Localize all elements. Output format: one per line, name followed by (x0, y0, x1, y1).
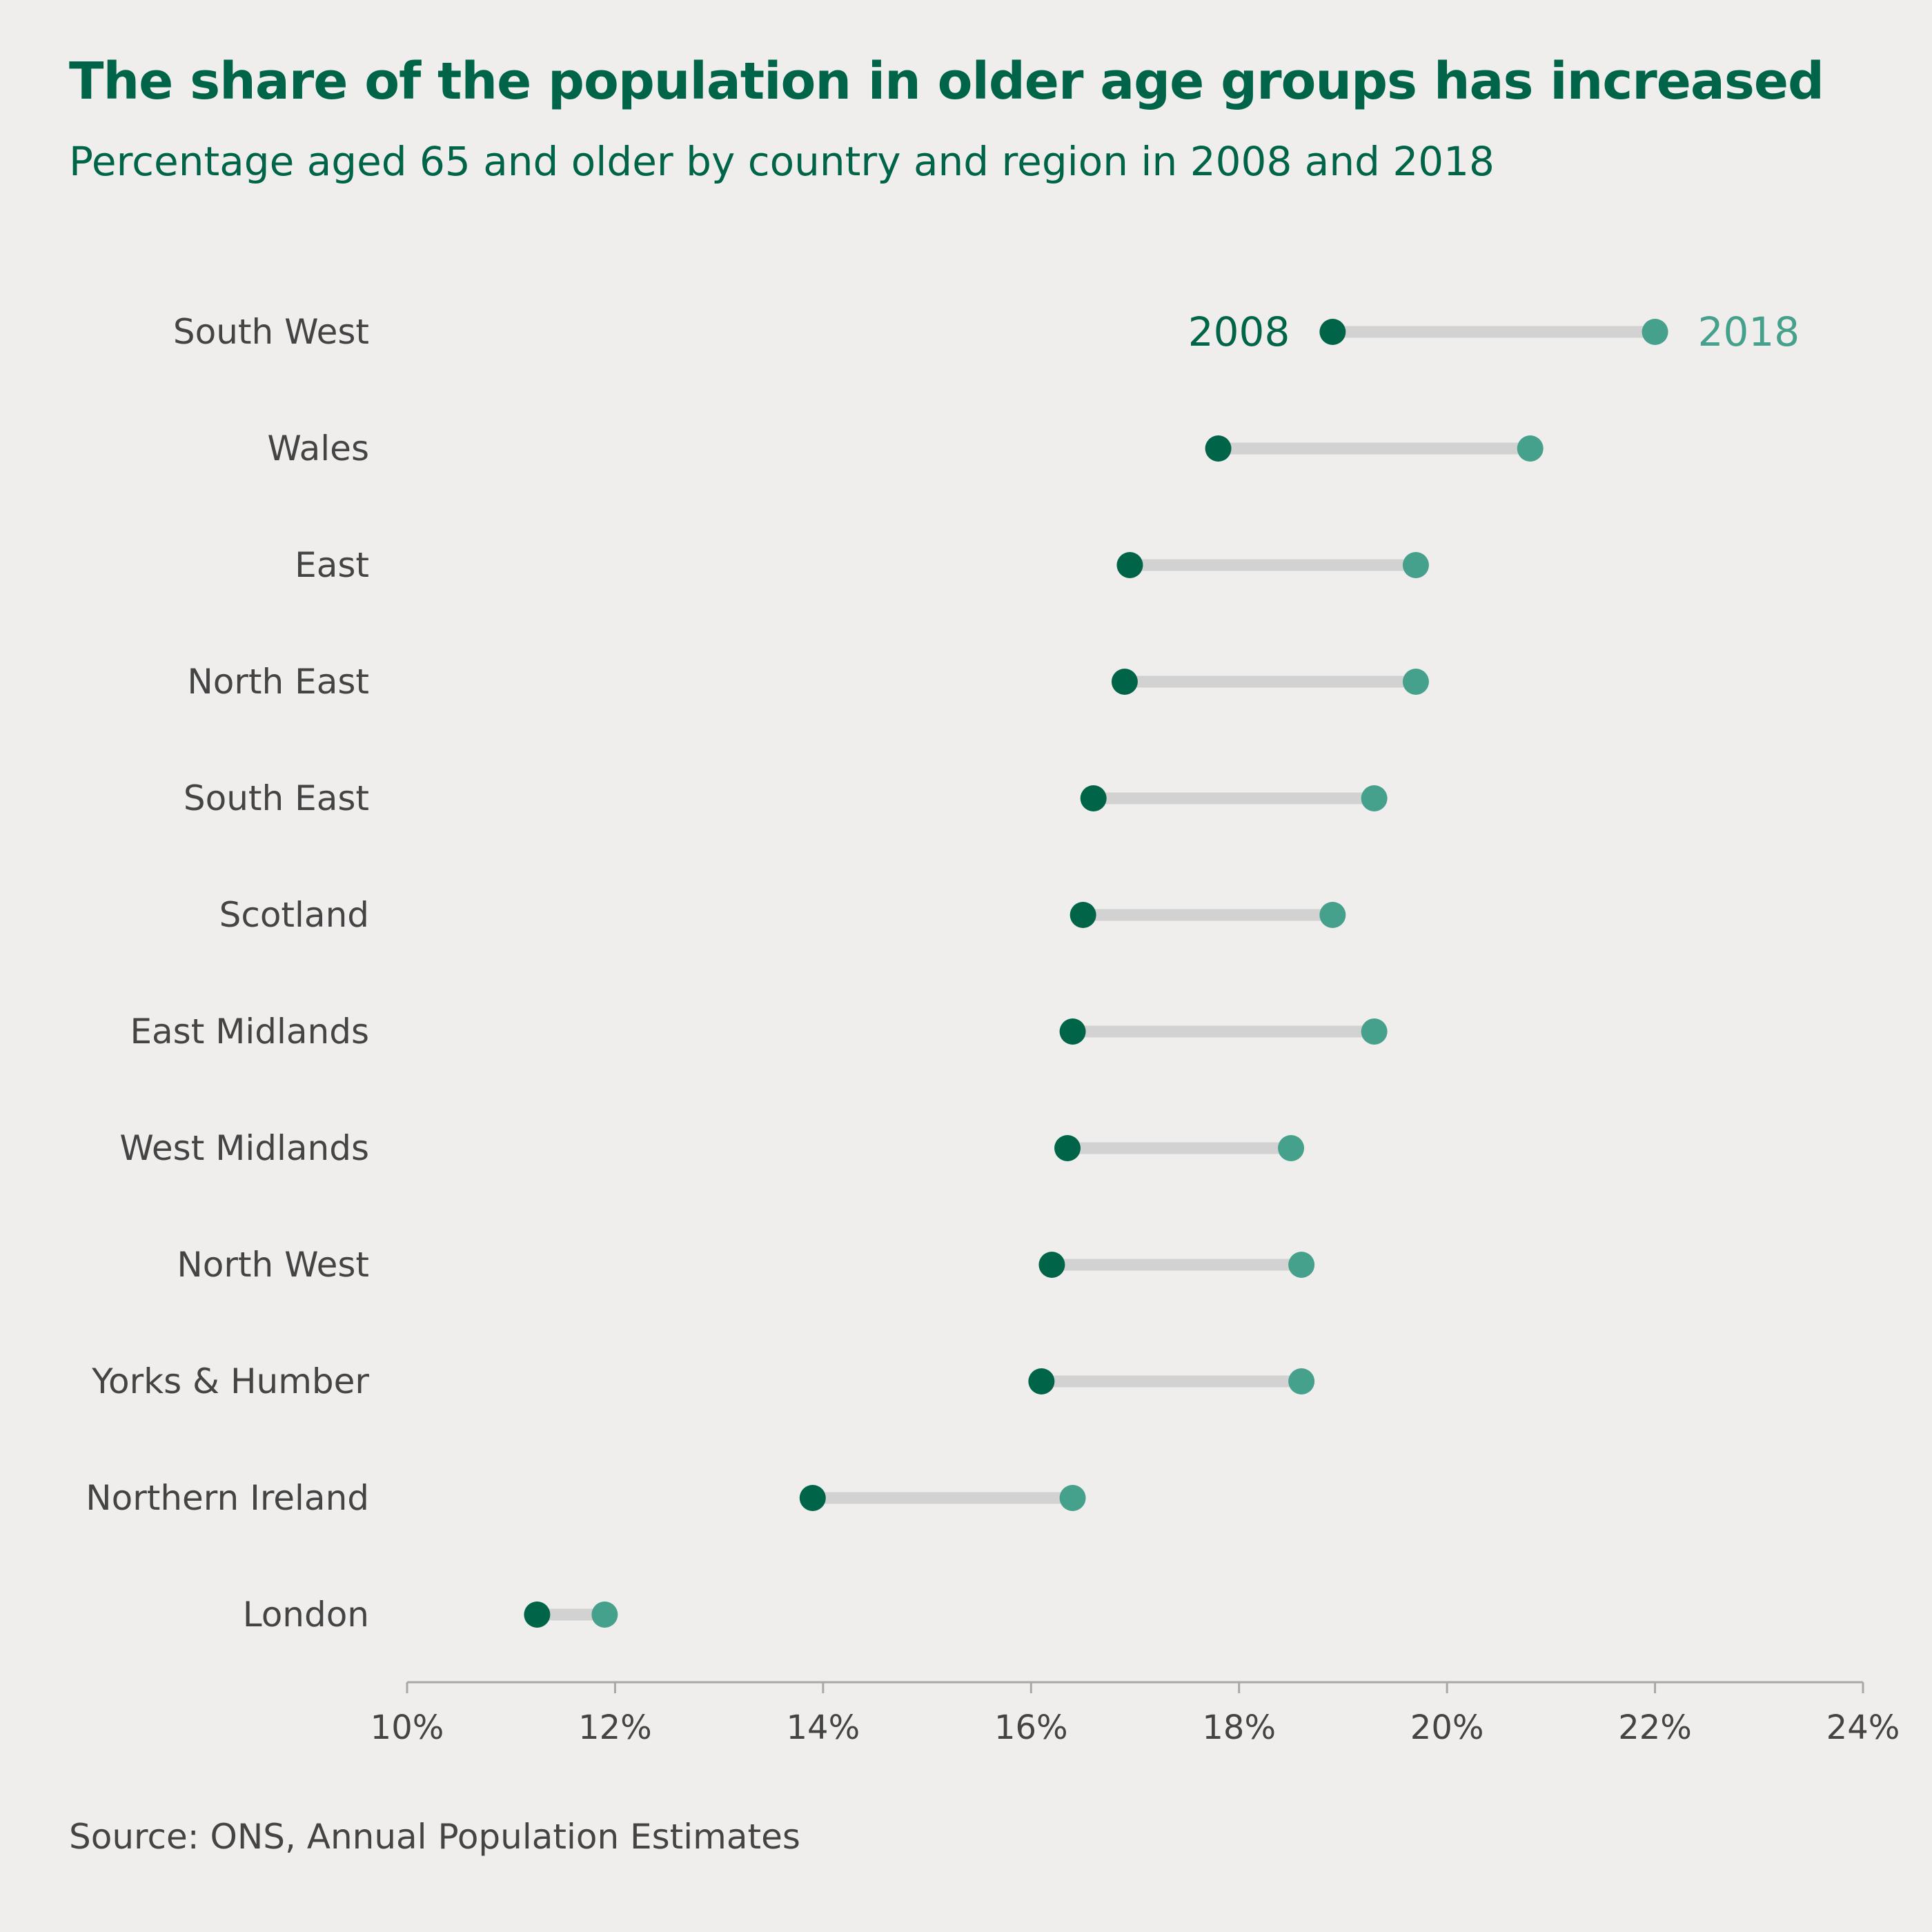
category-label: West Midlands (119, 1128, 369, 1168)
point-2018 (1517, 435, 1544, 462)
point-2018 (1319, 902, 1346, 928)
category-label: Wales (267, 428, 369, 469)
x-tick-label: 12% (578, 1708, 652, 1747)
point-2018 (1278, 1135, 1305, 1161)
x-tick-label: 24% (1826, 1708, 1900, 1747)
point-2018 (1288, 1252, 1315, 1278)
point-2008 (1080, 785, 1107, 811)
category-label: Yorks & Humber (91, 1361, 369, 1401)
point-2018 (1288, 1368, 1315, 1394)
point-2018 (1059, 1485, 1086, 1511)
x-tick-label: 16% (994, 1708, 1068, 1747)
category-label: North West (177, 1245, 369, 1285)
x-tick-label: 22% (1618, 1708, 1692, 1747)
x-tick-label: 18% (1202, 1708, 1276, 1747)
category-label: North East (187, 662, 369, 702)
point-2008 (1038, 1252, 1065, 1278)
point-2008 (1116, 552, 1143, 578)
chart-subtitle: Percentage aged 65 and older by country … (69, 138, 1495, 185)
point-2008 (1059, 1018, 1086, 1045)
point-2008 (524, 1601, 551, 1628)
chart-title: The share of the population in older age… (69, 52, 1824, 111)
point-2008 (1028, 1368, 1055, 1394)
category-label: East Midlands (130, 1012, 369, 1052)
point-2008 (1070, 902, 1096, 928)
category-label: Scotland (219, 895, 369, 935)
point-2008 (799, 1485, 826, 1511)
point-2018 (591, 1601, 618, 1628)
point-2018 (1361, 785, 1388, 811)
point-2008 (1205, 435, 1232, 462)
point-2018 (1402, 669, 1429, 695)
category-label: South West (173, 312, 369, 352)
x-tick-label: 10% (371, 1708, 444, 1747)
point-2008 (1111, 669, 1138, 695)
category-label: South East (184, 778, 369, 818)
series-label-2008: 2008 (1188, 308, 1290, 355)
category-label: East (295, 545, 369, 585)
point-2008 (1319, 319, 1346, 345)
point-2008 (1054, 1135, 1081, 1161)
point-2018 (1361, 1018, 1388, 1045)
x-tick-label: 14% (787, 1708, 860, 1747)
point-2018 (1642, 319, 1668, 345)
category-label: London (243, 1595, 369, 1635)
point-2018 (1402, 552, 1429, 578)
x-tick-label: 20% (1410, 1708, 1484, 1747)
category-label: Northern Ireland (86, 1478, 369, 1518)
source-note: Source: ONS, Annual Population Estimates (69, 1817, 800, 1857)
series-label-2018: 2018 (1698, 308, 1800, 355)
